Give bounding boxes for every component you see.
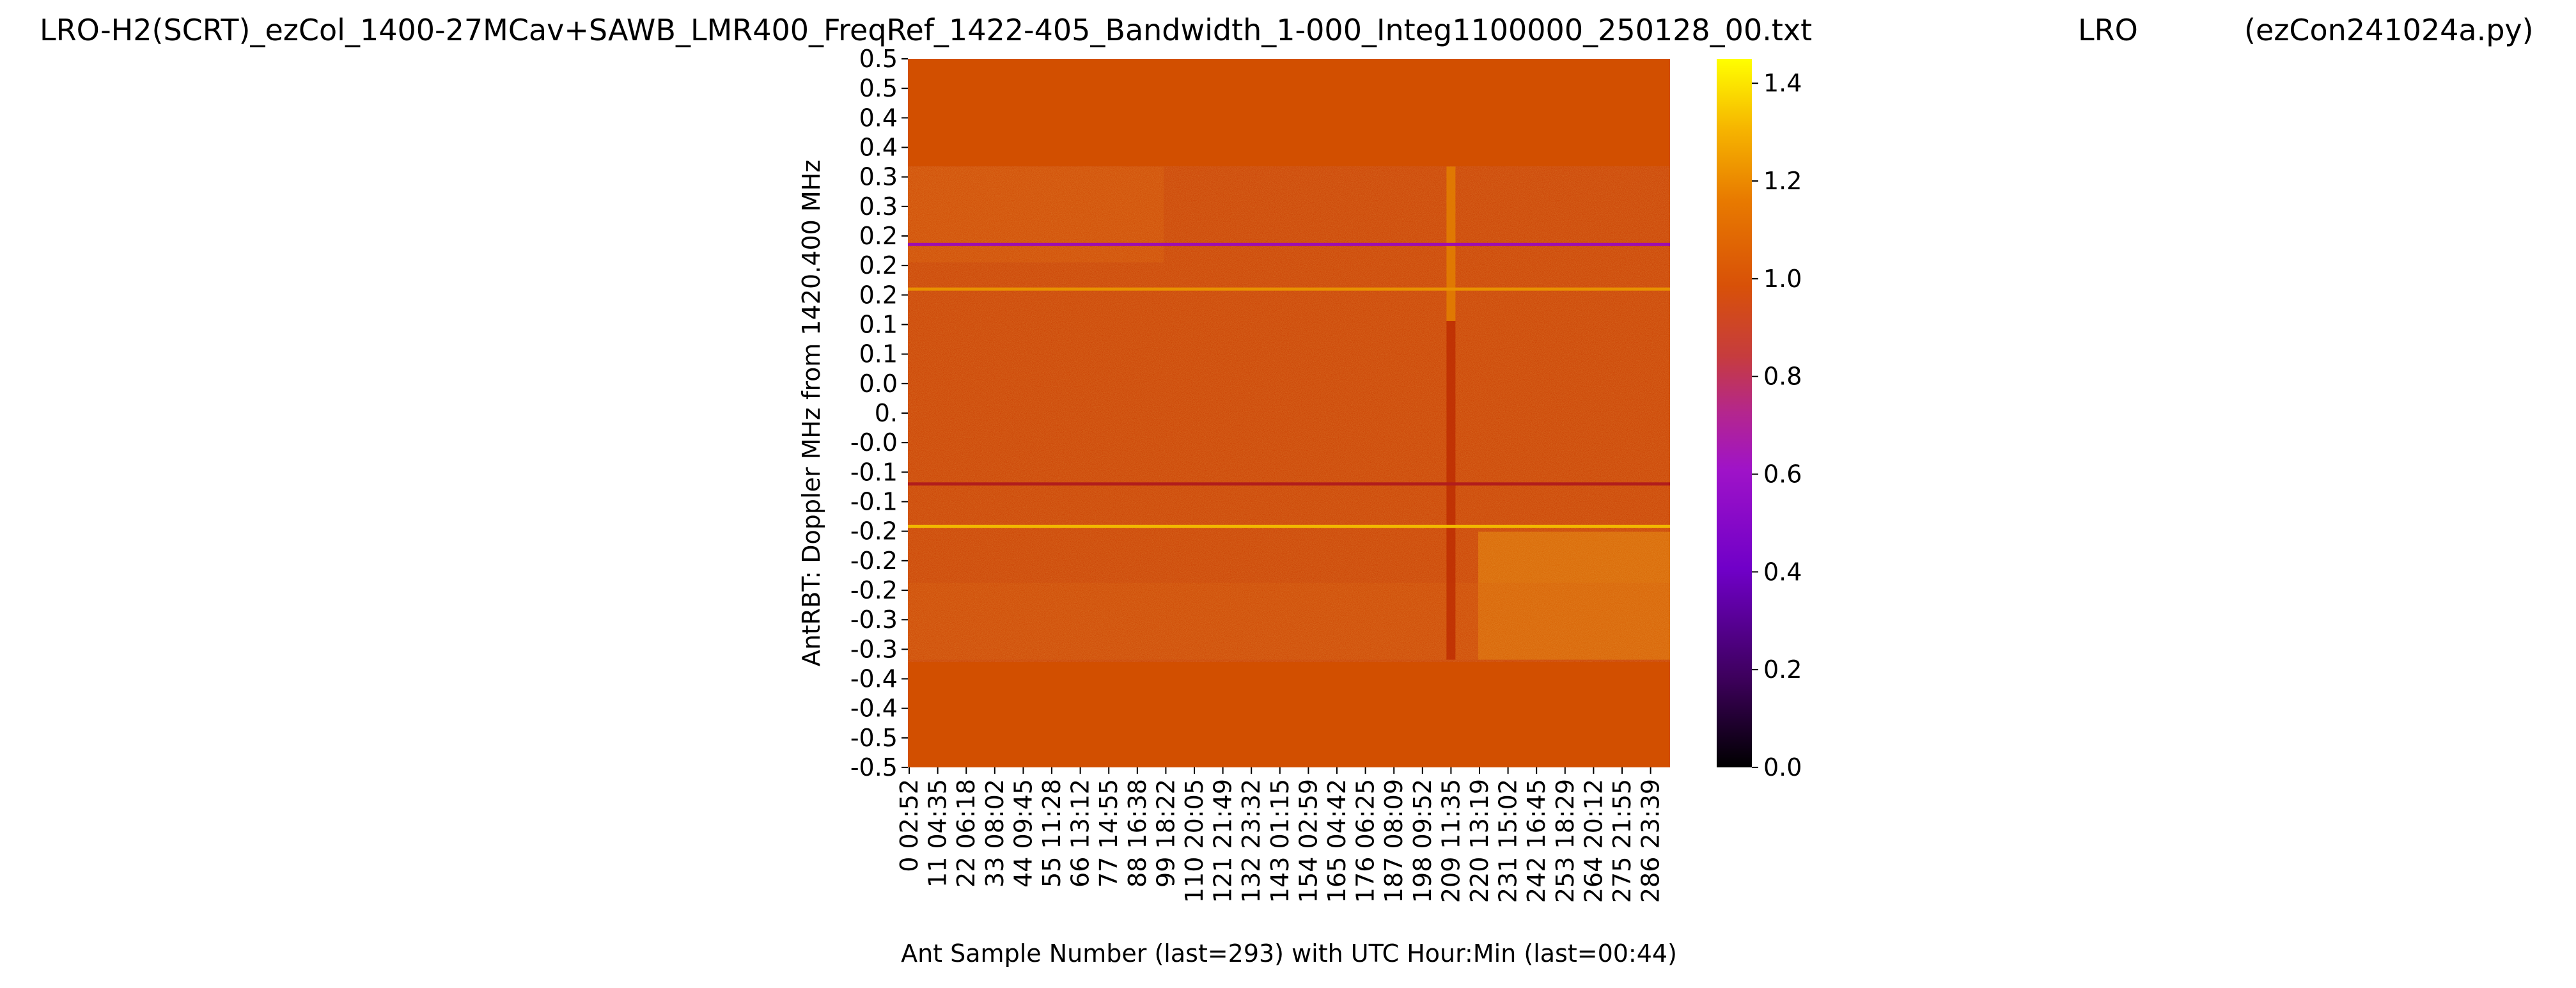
y-tick-label: 0.4: [859, 104, 898, 132]
x-tick-label: 88 16:38: [1123, 779, 1151, 888]
x-tick-label: 165 04:42: [1323, 779, 1351, 903]
colorbar-tick-label: 0.0: [1763, 753, 1802, 781]
x-tick-label: 44 09:45: [1009, 779, 1037, 888]
x-tick-label: 286 23:39: [1637, 779, 1665, 903]
x-tick-label: 154 02:59: [1294, 779, 1322, 903]
vertical-feature-lower: [1446, 320, 1456, 660]
y-tick-label: 0.4: [859, 134, 898, 162]
colorbar-tick-label: 0.2: [1763, 655, 1802, 684]
y-tick-label: 0.2: [859, 251, 898, 279]
x-tick-label: 275 21:55: [1608, 779, 1636, 903]
x-tick-label: 33 08:02: [981, 779, 1009, 888]
y-tick-label: -0.5: [850, 724, 898, 752]
y-tick-label: 0.2: [859, 222, 898, 250]
x-tick-label: 231 15:02: [1494, 779, 1522, 903]
x-tick-label: 55 11:28: [1038, 779, 1066, 888]
x-axis-ticks: 0 02:52 11 04:35 22 06:18 33 08:02 44 09:45 5…: [895, 767, 1665, 903]
x-tick-label: 0 02:52: [895, 779, 923, 872]
colorbar-tick-label: 1.0: [1763, 265, 1802, 293]
x-tick-label: 99 18:22: [1151, 779, 1180, 888]
colorbar-tick-label: 1.2: [1763, 167, 1802, 195]
y-axis-ticks: 0.50.50.40.40.30.30.20.20.20.10.10.00.-0…: [850, 45, 908, 781]
title-site: LRO: [2078, 13, 2138, 47]
colorbar-tick-label: 0.6: [1763, 460, 1802, 489]
colorbar-tick-label: 1.4: [1763, 69, 1802, 97]
y-tick-label: -0.2: [850, 547, 898, 575]
heatmap-masked-bottom: [908, 662, 1670, 767]
y-tick-label: 0.3: [859, 163, 898, 191]
x-tick-label: 187 08:09: [1380, 779, 1408, 903]
y-tick-label: 0.1: [859, 340, 898, 368]
colorbar: 0.0 0.2 0.4 0.6 0.8 1.0 1.2 1.4: [1717, 59, 1802, 781]
heatmap-features: [908, 166, 1670, 660]
y-tick-label: 0.2: [859, 281, 898, 309]
y-tick-label: -0.1: [850, 458, 898, 486]
colorbar-tick-label: 0.8: [1763, 363, 1802, 391]
y-tick-label: -0.1: [850, 488, 898, 516]
y-tick-label: -0.2: [850, 576, 898, 604]
x-tick-label: 66 13:12: [1066, 779, 1095, 888]
x-tick-label: 220 13:19: [1465, 779, 1494, 903]
y-tick-label: -0.4: [850, 665, 898, 693]
y-tick-label: -0.4: [850, 694, 898, 723]
y-tick-label: 0.3: [859, 192, 898, 221]
y-tick-label: -0.2: [850, 517, 898, 545]
horizontal-feature-line: [908, 242, 1670, 246]
x-tick-label: 143 01:15: [1266, 779, 1294, 903]
colorbar-ticks: 0.0 0.2 0.4 0.6 0.8 1.0 1.2 1.4: [1752, 69, 1802, 781]
y-tick-label: 0.5: [859, 74, 898, 102]
x-tick-label: 121 21:49: [1209, 779, 1237, 903]
y-tick-label: 0.0: [859, 370, 898, 398]
horizontal-feature-line: [908, 524, 1670, 528]
horizontal-feature-line: [908, 287, 1670, 291]
x-tick-label: 209 11:35: [1437, 779, 1465, 903]
x-tick-label: 11 04:35: [924, 779, 952, 888]
x-axis-label: Ant Sample Number (last=293) with UTC Ho…: [901, 939, 1677, 968]
x-tick-label: 198 09:52: [1409, 779, 1437, 903]
y-tick-label: -0.0: [850, 428, 898, 457]
x-tick-label: 132 23:32: [1237, 779, 1265, 903]
x-tick-label: 242 16:45: [1522, 779, 1550, 903]
y-axis-label: AntRBT: Doppler MHz from 1420.400 MHz: [797, 160, 825, 666]
title-filename: LRO-H2(SCRT)_ezCol_1400-27MCav+SAWB_LMR4…: [40, 13, 1812, 47]
title-program: (ezCon241024a.py): [2244, 13, 2534, 47]
y-tick-label: 0.5: [859, 45, 898, 73]
x-tick-label: 77 14:55: [1095, 779, 1123, 888]
x-tick-label: 264 20:12: [1579, 779, 1607, 903]
y-tick-label: -0.5: [850, 753, 898, 781]
y-tick-label: 0.: [875, 399, 898, 427]
heatmap-grain: [908, 166, 1670, 662]
x-tick-label: 253 18:29: [1551, 779, 1579, 903]
chart-title: LRO-H2(SCRT)_ezCol_1400-27MCav+SAWB_LMR4…: [40, 13, 2534, 47]
heatmap-plot-area: [908, 59, 1670, 767]
x-tick-label: 110 20:05: [1180, 779, 1208, 903]
horizontal-feature-line: [908, 482, 1670, 486]
colorbar-tick-label: 0.4: [1763, 558, 1802, 586]
y-tick-label: 0.1: [859, 311, 898, 339]
heatmap-masked-top: [908, 59, 1670, 166]
y-tick-label: -0.3: [850, 635, 898, 663]
y-tick-label: -0.3: [850, 606, 898, 634]
x-tick-label: 176 06:25: [1352, 779, 1380, 903]
colorbar-gradient: [1717, 59, 1752, 767]
x-tick-label: 22 06:18: [952, 779, 980, 888]
